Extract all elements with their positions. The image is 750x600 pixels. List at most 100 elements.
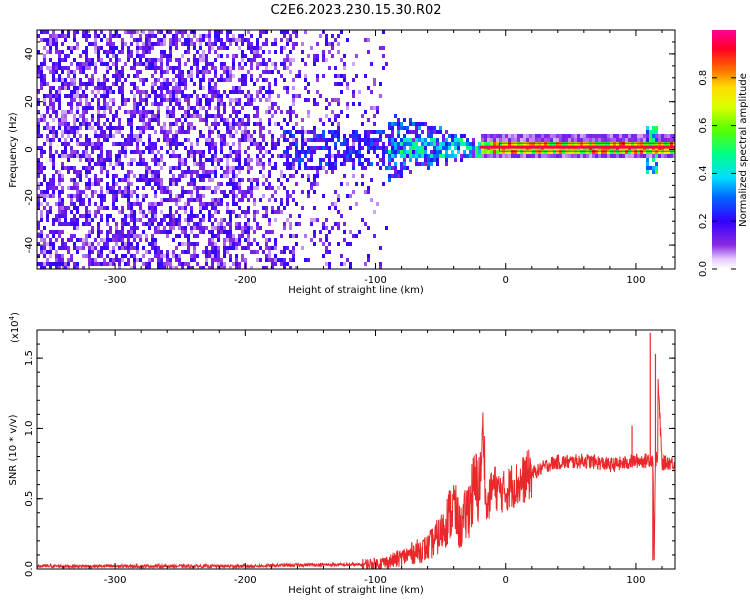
heatmap-cell (199, 166, 202, 170)
heatmap-cell (391, 158, 394, 162)
heatmap-cell (322, 138, 325, 142)
heatmap-cell (310, 138, 313, 142)
heatmap-cell (145, 234, 148, 238)
heatmap-cell (37, 234, 40, 238)
heatmap-cell (148, 110, 151, 114)
heatmap-cell (106, 134, 109, 138)
heatmap-cell (196, 58, 199, 62)
heatmap-cell (352, 162, 355, 166)
heatmap-cell (58, 126, 61, 130)
heatmap-cell (154, 218, 157, 222)
heatmap-cell (139, 46, 142, 50)
heatmap-cell (352, 102, 355, 106)
heatmap-cell (280, 182, 283, 186)
heatmap-cell (331, 46, 334, 50)
heatmap-cell (100, 218, 103, 222)
heatmap-cell (193, 162, 196, 166)
heatmap-cell (163, 214, 166, 218)
heatmap-cell (136, 146, 139, 150)
heatmap-cell (298, 158, 301, 162)
heatmap-cell (100, 178, 103, 182)
heatmap-cell (391, 146, 394, 150)
heatmap-cell (106, 42, 109, 46)
heatmap-cell (391, 174, 394, 178)
heatmap-cell (46, 126, 49, 130)
heatmap-cell (106, 54, 109, 58)
heatmap-cell (619, 150, 622, 154)
heatmap-cell (472, 150, 475, 154)
heatmap-cell (100, 246, 103, 250)
heatmap-cell (259, 54, 262, 58)
heatmap-cell (478, 142, 481, 146)
heatmap-cell (118, 70, 121, 74)
heatmap-cell (133, 134, 136, 138)
heatmap-cell (58, 94, 61, 98)
heatmap-cell (61, 202, 64, 206)
heatmap-cell (103, 86, 106, 90)
heatmap-cell (205, 66, 208, 70)
heatmap-cell (85, 238, 88, 242)
heatmap-cell (346, 158, 349, 162)
heatmap-cell (52, 66, 55, 70)
heatmap-cell (82, 154, 85, 158)
heatmap-cell (583, 154, 586, 158)
heatmap-cell (166, 262, 169, 266)
heatmap-cell (634, 154, 637, 158)
heatmap-cell (328, 158, 331, 162)
heatmap-cell (187, 246, 190, 250)
heatmap-cell (163, 122, 166, 126)
heatmap-cell (70, 258, 73, 262)
heatmap-cell (193, 250, 196, 254)
heatmap-cell (211, 262, 214, 266)
heatmap-cell (97, 54, 100, 58)
heatmap-cell (316, 166, 319, 170)
heatmap-cell (520, 154, 523, 158)
heatmap-cell (289, 234, 292, 238)
heatmap-cell (196, 170, 199, 174)
heatmap-cell (664, 142, 667, 146)
heatmap-cell (265, 238, 268, 242)
heatmap-cell (226, 206, 229, 210)
heatmap-cell (109, 98, 112, 102)
heatmap-cell (130, 170, 133, 174)
heatmap-cell (208, 30, 211, 34)
heatmap-cell (220, 42, 223, 46)
heatmap-cell (673, 142, 675, 146)
heatmap-cell (262, 214, 265, 218)
heatmap-cell (190, 66, 193, 70)
heatmap-cell (364, 166, 367, 170)
heatmap-cell (367, 130, 370, 134)
heatmap-cell (241, 78, 244, 82)
heatmap-cell (88, 254, 91, 258)
heatmap-cell (238, 122, 241, 126)
heatmap-cell (187, 42, 190, 46)
heatmap-cell (370, 106, 373, 110)
heatmap-cell (151, 146, 154, 150)
heatmap-cell (307, 138, 310, 142)
heatmap-cell (259, 98, 262, 102)
heatmap-cell (547, 150, 550, 154)
heatmap-cell (217, 78, 220, 82)
heatmap-cell (331, 130, 334, 134)
heatmap-cell (226, 142, 229, 146)
heatmap-cell (163, 130, 166, 134)
heatmap-cell (61, 214, 64, 218)
heatmap-cell (157, 250, 160, 254)
heatmap-cell (241, 226, 244, 230)
heatmap-cell (268, 98, 271, 102)
heatmap-cell (220, 134, 223, 138)
heatmap-cell (436, 142, 439, 146)
heatmap-cell (106, 106, 109, 110)
heatmap-cell (250, 94, 253, 98)
heatmap-cell (415, 134, 418, 138)
heatmap-cell (244, 54, 247, 58)
heatmap-cell (148, 206, 151, 210)
heatmap-cell (280, 234, 283, 238)
heatmap-cell (259, 30, 262, 34)
heatmap-cell (250, 138, 253, 142)
heatmap-cell (82, 90, 85, 94)
heatmap-cell (205, 246, 208, 250)
heatmap-cell (280, 198, 283, 202)
heatmap-cell (55, 150, 58, 154)
heatmap-cell (274, 162, 277, 166)
